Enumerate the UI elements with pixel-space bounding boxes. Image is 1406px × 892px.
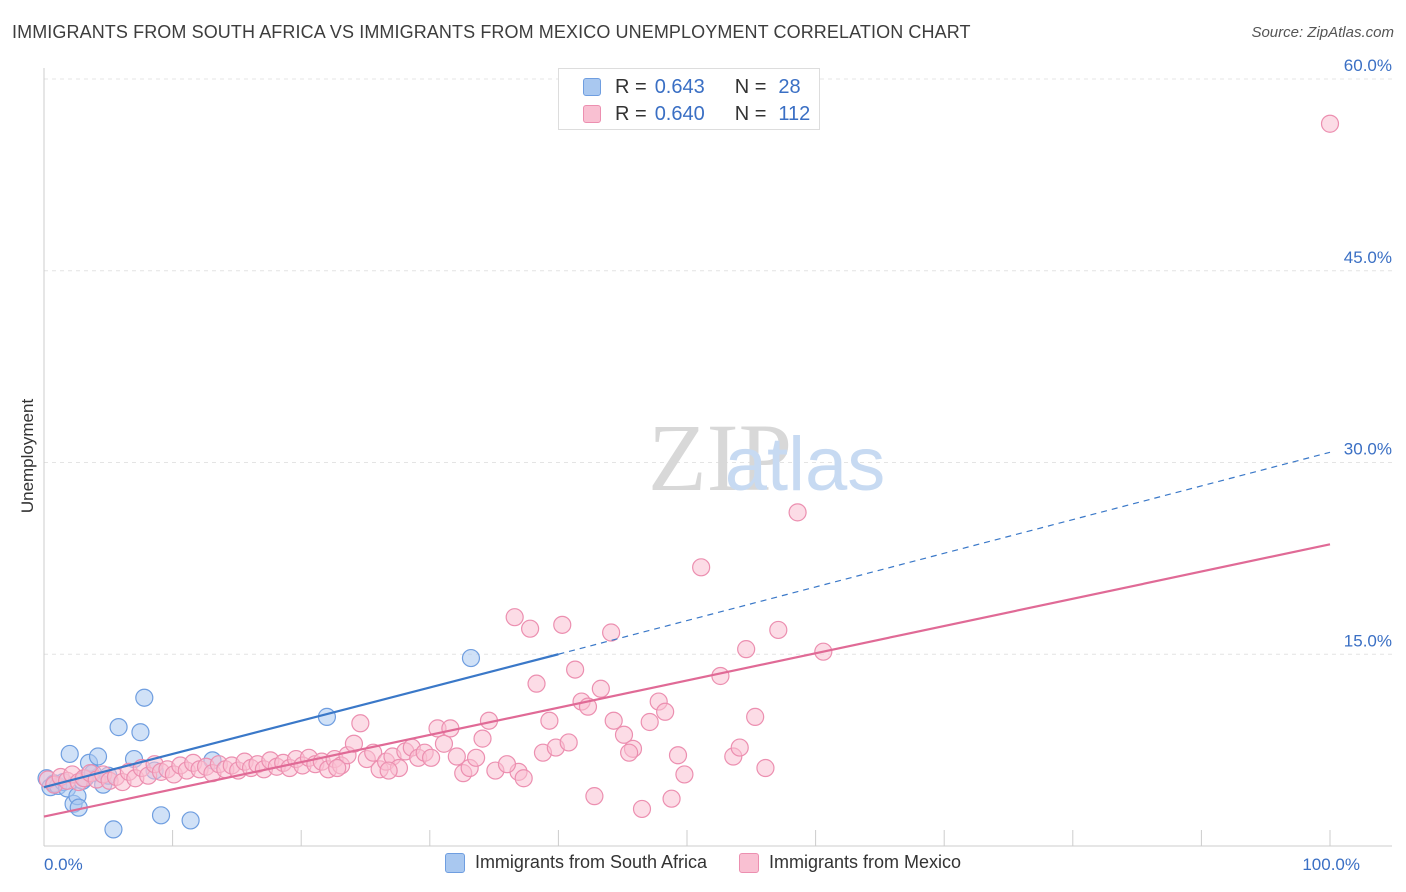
data-point-mexico <box>620 743 639 762</box>
data-point-mexico <box>328 758 347 778</box>
stats-row-south-africa: R = 0.643 N = 28 <box>583 74 801 100</box>
legend-swatch-south-africa <box>444 852 465 873</box>
n-value: 28 <box>778 75 801 98</box>
data-point-mexico <box>591 679 610 698</box>
data-point-mexico <box>559 733 578 752</box>
y-tick-label: 15.0% <box>1344 631 1392 650</box>
chart-title: IMMIGRANTS FROM SOUTH AFRICA VS IMMIGRAN… <box>12 22 971 42</box>
data-point-mexico <box>614 725 634 744</box>
n-label: N = <box>734 75 767 98</box>
data-point-south-africa <box>88 747 108 766</box>
data-point-mexico <box>737 640 756 659</box>
data-point-south-africa <box>109 718 128 737</box>
data-point-mexico <box>540 711 559 730</box>
data-point-mexico <box>769 620 788 640</box>
data-point-south-africa <box>135 688 154 707</box>
data-point-south-africa <box>151 806 171 825</box>
data-point-south-africa <box>131 723 150 742</box>
grid-layer <box>44 78 1392 655</box>
data-point-mexico <box>604 711 623 730</box>
data-point-mexico <box>527 674 546 693</box>
stats-swatch-south-africa <box>583 78 601 96</box>
x-tick-label: 0.0% <box>44 855 83 874</box>
data-point-mexico <box>351 714 370 733</box>
legend: Immigrants from South Africa Immigrants … <box>0 852 1406 873</box>
data-point-mexico <box>553 615 572 634</box>
data-point-south-africa <box>317 707 337 726</box>
tick-label-layer: 15.0% 30.0% 45.0% 60.0% 0.0% 100.0% <box>44 56 1392 874</box>
n-label: N = <box>734 102 767 125</box>
data-point-mexico <box>746 707 765 726</box>
data-point-south-africa <box>104 820 123 839</box>
legend-swatch-mexico <box>739 852 760 873</box>
y-tick-label: 30.0% <box>1344 440 1392 459</box>
data-point-mexico <box>434 734 454 753</box>
stats-swatch-mexico <box>583 105 601 123</box>
data-point-mexico <box>473 729 492 748</box>
correlation-stats-box: R = 0.643 N = 28 R = 0.640 N = 112 <box>558 68 820 130</box>
data-point-mexico <box>656 702 675 721</box>
trend-line-mexico <box>43 543 1331 818</box>
r-value: 0.643 <box>654 75 705 98</box>
data-point-mexico <box>585 787 604 806</box>
legend-label: Immigrants from South Africa <box>474 852 708 872</box>
watermark-atlas: atlas <box>725 422 886 507</box>
axes-layer <box>43 68 1392 847</box>
data-point-mexico <box>566 660 585 679</box>
data-point-mexico <box>421 748 441 767</box>
data-point-mexico <box>521 619 540 638</box>
y-tick-label: 45.0% <box>1344 248 1392 267</box>
trend-layer <box>43 451 1331 818</box>
r-value: 0.640 <box>654 102 705 125</box>
source-credit: Source: ZipAtlas.com <box>1251 24 1394 41</box>
data-point-south-africa <box>60 744 79 764</box>
data-point-mexico <box>692 558 711 577</box>
data-point-mexico <box>668 746 688 765</box>
data-point-mexico <box>662 789 681 808</box>
r-label: R = <box>615 102 647 125</box>
data-point-mexico <box>675 765 694 784</box>
y-tick-label: 60.0% <box>1344 56 1392 75</box>
data-point-mexico <box>711 666 730 686</box>
data-point-mexico <box>640 712 659 732</box>
data-point-mexico <box>514 769 533 788</box>
data-point-mexico <box>344 734 364 753</box>
data-point-mexico <box>730 738 749 757</box>
data-point-south-africa <box>181 811 200 830</box>
data-point-mexico <box>447 747 466 766</box>
data-point-mexico <box>756 758 775 778</box>
data-point-mexico <box>602 623 621 642</box>
trend-line-south-africa <box>43 653 559 789</box>
data-point-mexico <box>379 761 398 780</box>
data-point-mexico <box>497 755 517 774</box>
r-label: R = <box>615 75 647 98</box>
watermark-zip: ZIP <box>648 404 792 511</box>
trend-line-extension-south-africa <box>558 451 1331 655</box>
data-point-mexico <box>505 608 524 627</box>
legend-item-south-africa[interactable]: Immigrants from South Africa <box>444 852 708 873</box>
x-tick-label: 100.0% <box>1302 855 1360 874</box>
data-point-mexico <box>632 799 652 819</box>
data-point-mexico <box>466 748 486 767</box>
stats-row-mexico: R = 0.640 N = 112 <box>583 101 810 127</box>
data-point-mexico <box>1320 114 1340 133</box>
data-point-mexico <box>788 503 807 522</box>
n-value: 112 <box>778 102 811 125</box>
legend-item-mexico[interactable]: Immigrants from Mexico <box>739 852 961 873</box>
legend-label: Immigrants from Mexico <box>769 852 962 872</box>
data-point-south-africa <box>461 648 481 668</box>
